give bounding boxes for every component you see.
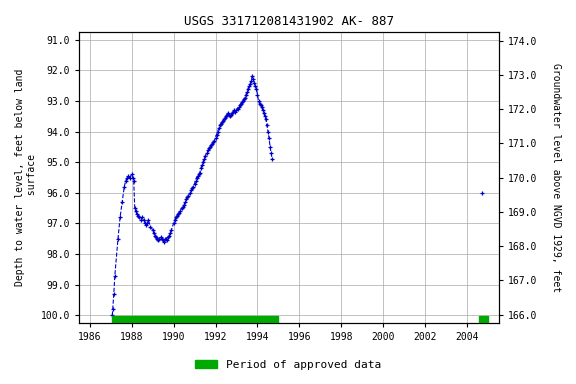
Title: USGS 331712081431902 AK- 887: USGS 331712081431902 AK- 887 <box>184 15 394 28</box>
Legend: Period of approved data: Period of approved data <box>191 356 385 375</box>
Y-axis label: Depth to water level, feet below land
 surface: Depth to water level, feet below land su… <box>15 69 37 286</box>
Y-axis label: Groundwater level above NGVD 1929, feet: Groundwater level above NGVD 1929, feet <box>551 63 561 292</box>
